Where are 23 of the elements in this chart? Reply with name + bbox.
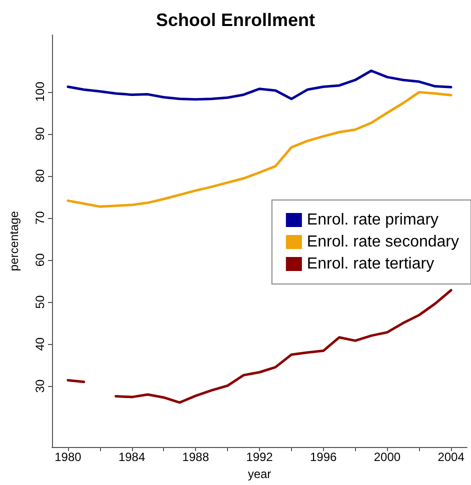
x-tick-label: 1988 — [182, 450, 210, 464]
x-tick-label: 1992 — [246, 450, 274, 464]
y-tick-label: 70 — [33, 210, 47, 225]
chart-title: School Enrollment — [156, 10, 316, 30]
y-tick-label: 30 — [33, 379, 47, 393]
legend-label: Enrol. rate secondary — [306, 234, 459, 250]
y-tick-label: 40 — [33, 337, 47, 351]
y-tick-label: 80 — [33, 168, 47, 183]
x-tick-label: 2000 — [374, 450, 401, 464]
y-tick-label: 90 — [33, 126, 47, 140]
x-tick-label: 1996 — [310, 450, 338, 464]
x-tick-label: 1984 — [118, 450, 146, 464]
line-series — [66, 69, 452, 101]
y-tick-label: 50 — [33, 295, 47, 309]
x-tick-label: 2004 — [438, 450, 465, 464]
x-axis-title: year — [248, 467, 272, 481]
y-tick-label: 60 — [33, 252, 47, 267]
legend-label: Enrol. rate primary — [306, 212, 439, 228]
line-series — [66, 90, 452, 208]
y-tick-label: 100 — [33, 81, 47, 102]
legend-label: Enrol. rate tertiary — [306, 256, 434, 272]
y-axis-title: percentage — [7, 210, 21, 272]
x-tick-label: 1980 — [54, 450, 82, 464]
